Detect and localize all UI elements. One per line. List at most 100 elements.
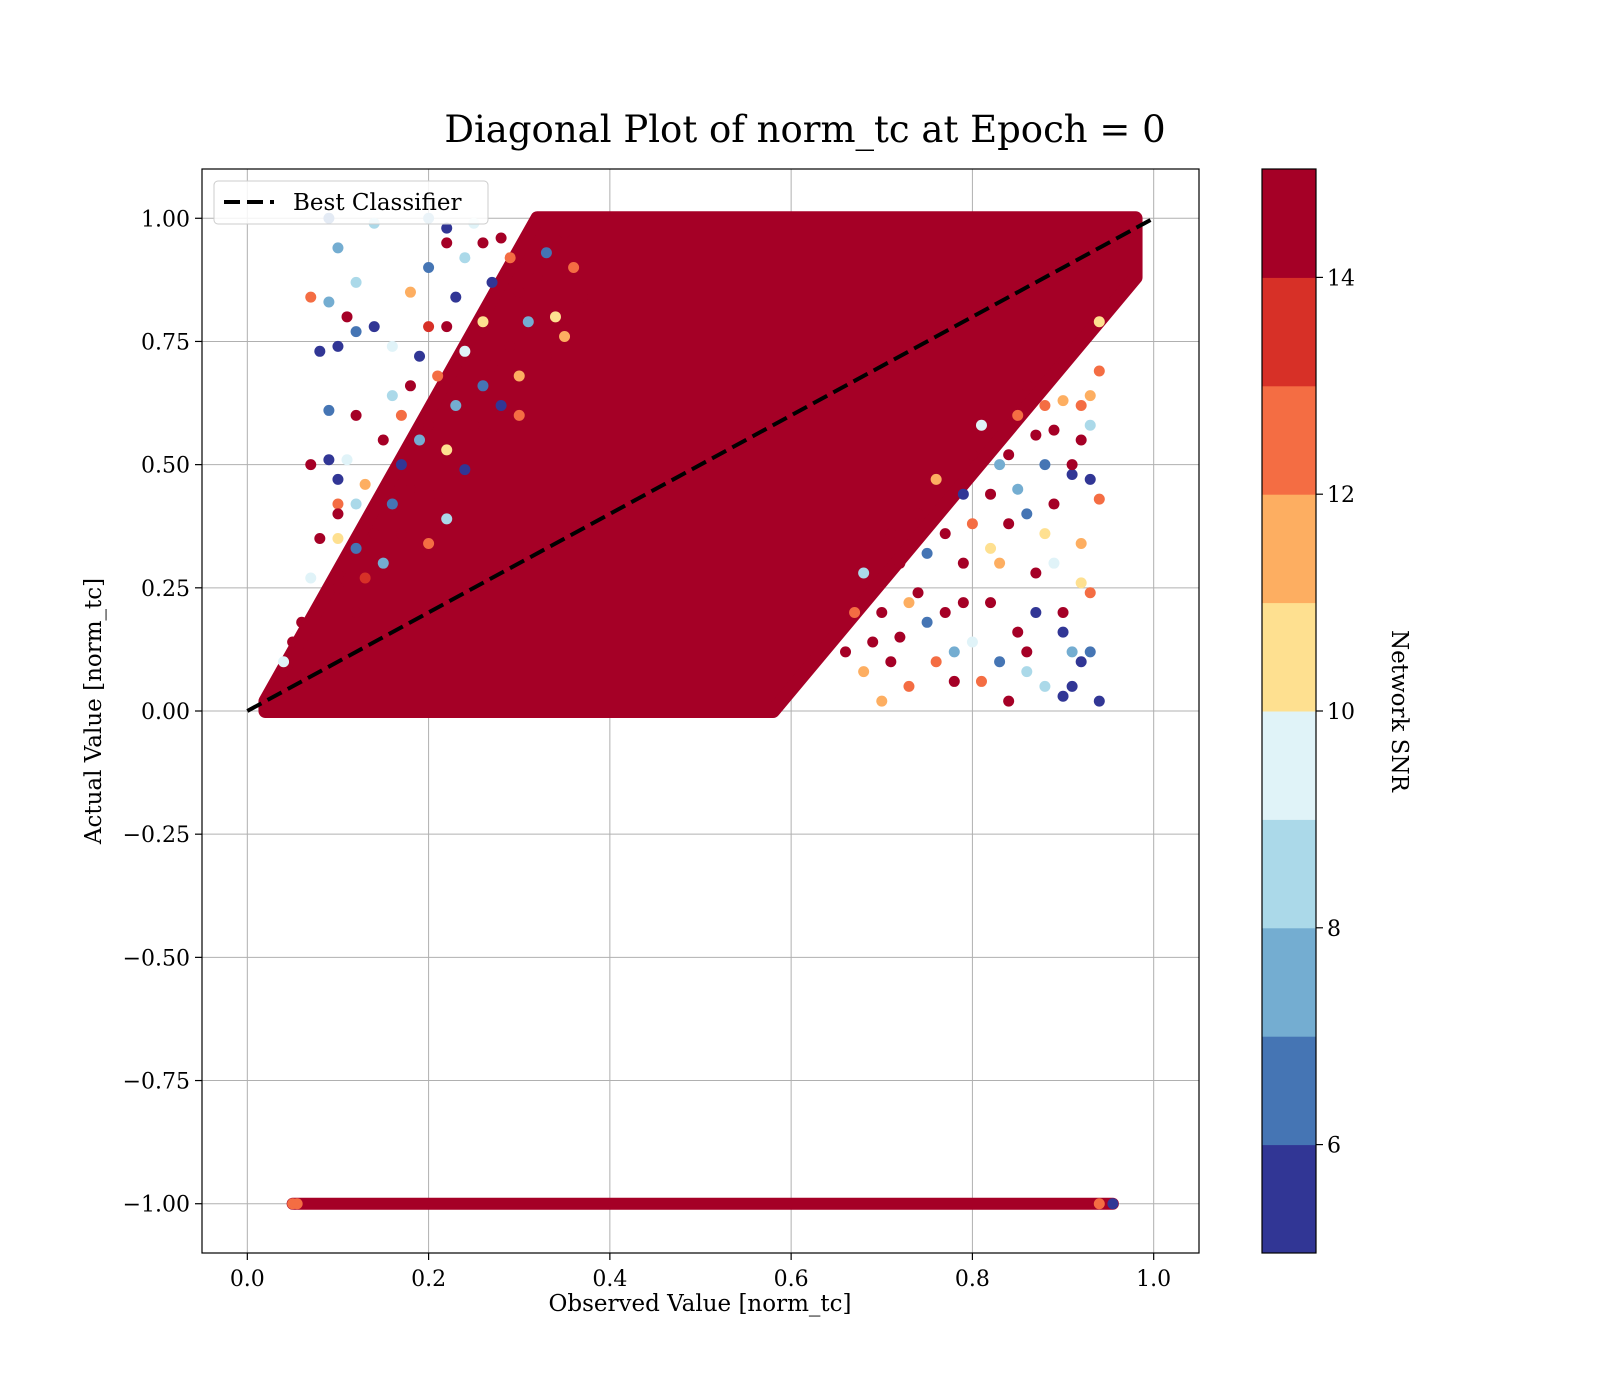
scatter-point — [386, 498, 398, 510]
scatter-point — [359, 572, 371, 584]
scatter-point — [414, 350, 426, 362]
scatter-point — [287, 636, 299, 648]
scatter-point — [368, 528, 380, 540]
colorbar-tick-label: 10 — [1327, 700, 1355, 725]
scatter-point — [876, 695, 888, 707]
scatter-point — [1039, 459, 1051, 471]
scatter-point — [495, 232, 507, 244]
scatter-point — [314, 345, 326, 357]
legend: Best Classifier — [213, 180, 489, 225]
scatter-point — [513, 409, 525, 421]
colorbar-tick-label: 12 — [1327, 483, 1355, 508]
colorbar-segment — [1262, 494, 1316, 604]
colorbar-segment — [1262, 927, 1316, 1037]
scatter-point — [1066, 459, 1078, 471]
scatter-point — [386, 390, 398, 402]
scatter-point — [1003, 449, 1015, 461]
scatter-point — [504, 252, 516, 264]
scatter-point — [1084, 473, 1096, 485]
scatter-point — [957, 557, 969, 569]
scatter-point — [459, 464, 471, 476]
scatter-point — [441, 513, 453, 525]
scatter-point — [495, 400, 507, 412]
scatter-point — [504, 340, 516, 352]
scatter-point — [441, 237, 453, 249]
colorbar-segment — [1262, 169, 1316, 278]
scatter-point — [867, 636, 879, 648]
scatter-point — [395, 459, 407, 471]
colorbar-tick-label: 6 — [1327, 1134, 1341, 1159]
scatter-point — [912, 587, 924, 599]
scatter-point — [1048, 498, 1060, 510]
colorbar-segment — [1262, 277, 1316, 387]
scatter-point — [559, 227, 571, 239]
scatter-point — [477, 237, 489, 249]
scatter-point — [1039, 528, 1051, 540]
scatter-point — [1048, 424, 1060, 436]
scatter-point — [885, 656, 897, 668]
scatter-point — [423, 321, 435, 333]
scatter-point — [966, 636, 978, 648]
scatter-point — [1057, 360, 1069, 372]
colorbar-segment — [1262, 1036, 1316, 1146]
scatter-point — [1012, 483, 1024, 495]
scatter-point — [858, 666, 870, 678]
y-axis-label: Actual Value [norm_tc] — [81, 578, 107, 845]
scatter-point — [1093, 695, 1105, 707]
scatter-point — [840, 646, 852, 658]
x-tick-label: 0.0 — [230, 1267, 265, 1292]
scatter-point — [1107, 1198, 1119, 1210]
scatter-point — [332, 582, 344, 594]
scatter-point — [939, 528, 951, 540]
y-tick-label: −0.50 — [123, 946, 190, 971]
scatter-point — [577, 291, 589, 303]
scatter-point — [894, 631, 906, 643]
scatter-point — [296, 616, 308, 628]
colorbar-segment — [1262, 385, 1316, 495]
scatter-point — [368, 321, 380, 333]
scatter-point — [341, 311, 353, 323]
colorbar-tick-label: 8 — [1327, 917, 1341, 942]
scatter-point — [1057, 606, 1069, 618]
scatter-point — [341, 562, 353, 574]
scatter-point — [278, 656, 290, 668]
y-tick-label: 0.75 — [141, 330, 190, 355]
scatter-point — [921, 547, 933, 559]
scatter-point — [522, 316, 534, 328]
scatter-point — [1021, 666, 1033, 678]
best-classifier-line — [246, 216, 1155, 713]
scatter-point — [350, 326, 362, 338]
scatter-point — [849, 606, 861, 618]
scatter-point — [323, 454, 335, 466]
scatter-point — [885, 528, 897, 540]
scatter-point — [423, 419, 435, 431]
scatter-point — [994, 459, 1006, 471]
colorbar-segment — [1262, 1144, 1316, 1254]
x-tick-label: 1.0 — [1136, 1267, 1171, 1292]
x-tick-label: 0.8 — [955, 1267, 990, 1292]
scatter-point — [876, 606, 888, 618]
colorbar-segment — [1262, 711, 1316, 820]
scatter-point — [1075, 537, 1087, 549]
legend-box — [213, 180, 489, 225]
x-axis-label: Observed Value [norm_tc] — [549, 1291, 852, 1317]
scatter-point — [459, 345, 471, 357]
scatter-point — [323, 404, 335, 416]
scatter-point — [985, 542, 997, 554]
scatter-point — [540, 350, 552, 362]
scatter-point — [948, 675, 960, 687]
scatter-point — [957, 488, 969, 500]
dense-regions — [258, 211, 1143, 1210]
y-tick-label: −1.00 — [123, 1193, 190, 1218]
scatter-point — [1021, 646, 1033, 658]
scatter-point — [1093, 493, 1105, 505]
scatter-point — [1066, 680, 1078, 692]
scatter-point — [948, 646, 960, 658]
colorbar-segment — [1262, 602, 1316, 712]
scatter-point — [1057, 395, 1069, 407]
scatter-point — [291, 1198, 303, 1210]
scatter-point — [486, 360, 498, 372]
scatter-point — [994, 557, 1006, 569]
scatter-point — [531, 271, 543, 283]
scatter-point — [386, 340, 398, 352]
